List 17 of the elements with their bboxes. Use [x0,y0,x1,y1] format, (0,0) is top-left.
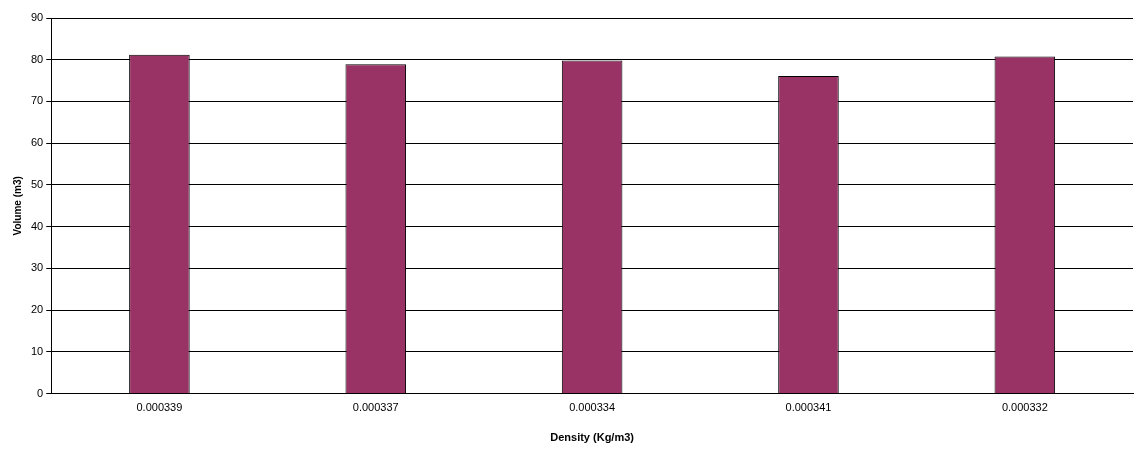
y-tick-label: 40 [30,219,44,232]
x-tick-label: 0.000339 [136,401,183,414]
y-tick-label: 20 [30,303,44,316]
y-tick-label: 80 [30,52,44,65]
x-axis-title: Density (Kg/m3) [550,431,635,444]
y-tick-label: 0 [37,386,44,399]
x-tick-label: 0.000337 [352,401,399,414]
y-axis-title: Volume (m3) [11,176,23,236]
y-tick-label: 10 [30,344,44,357]
y-tick-label: 70 [30,94,44,107]
y-tick-label: 90 [30,11,44,24]
x-tick-label: 0.000332 [1001,401,1048,414]
x-tick-label: 0.000341 [785,401,832,414]
x-tick-label: 0.000334 [569,401,616,414]
y-tick-label: 60 [30,136,44,149]
y-tick-label: 50 [30,177,44,190]
y-tick-label: 30 [30,261,44,274]
